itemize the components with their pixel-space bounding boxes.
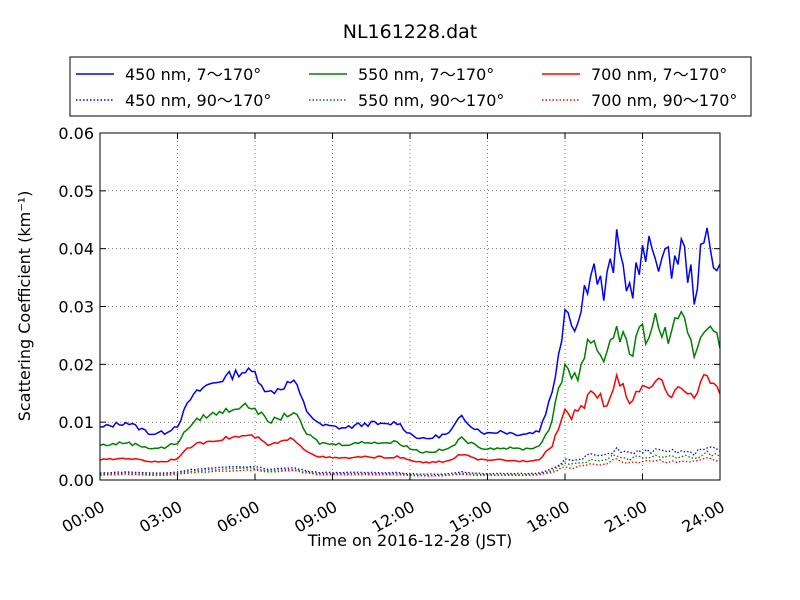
- x-tick-label: 18:00: [524, 497, 573, 537]
- series-line-700-nm-7-170: [99, 372, 721, 464]
- y-axis-label: Scattering Coefficient (km⁻¹): [15, 191, 34, 422]
- legend-label: 550 nm, 90～170°: [358, 91, 504, 110]
- legend-box: [69, 56, 752, 117]
- series-line-700-nm-90-170: [99, 457, 721, 477]
- x-tick-label: 00:00: [59, 497, 108, 537]
- x-axis-label: Time on 2016-12-28 (JST): [307, 531, 512, 550]
- legend: 450 nm, 7～170° 550 nm, 7～170° 700 nm, 7～17…: [69, 56, 752, 117]
- grid-lines: [100, 133, 720, 480]
- series-line-450-nm-7-170: [100, 227, 721, 440]
- x-tick-label: 24:00: [679, 497, 728, 537]
- y-tick-label: 0.06: [58, 124, 94, 143]
- series-line-450-nm-90-170: [99, 446, 721, 476]
- chart-title: NL161228.dat: [343, 21, 478, 43]
- legend-label: 450 nm, 7～170°: [125, 65, 261, 84]
- y-tick-label: 0.03: [58, 298, 94, 317]
- legend-label: 550 nm, 7～170°: [358, 65, 494, 84]
- x-tick-label: 03:00: [136, 497, 185, 537]
- y-tick-label: 0.00: [58, 471, 94, 490]
- x-tick-label: 06:00: [214, 497, 263, 537]
- legend-label: 450 nm, 90～170°: [125, 91, 271, 110]
- x-tick-label: 21:00: [601, 497, 650, 537]
- y-tick-label: 0.01: [58, 413, 94, 432]
- series-layer: [99, 227, 721, 477]
- y-tick-label: 0.04: [58, 240, 94, 259]
- legend-label: 700 nm, 90～170°: [591, 91, 737, 110]
- series-line-550-nm-7-170: [99, 310, 721, 454]
- y-tick-label: 0.02: [58, 355, 94, 374]
- y-tick-label: 0.05: [58, 182, 94, 201]
- legend-label: 700 nm, 7～170°: [591, 65, 727, 84]
